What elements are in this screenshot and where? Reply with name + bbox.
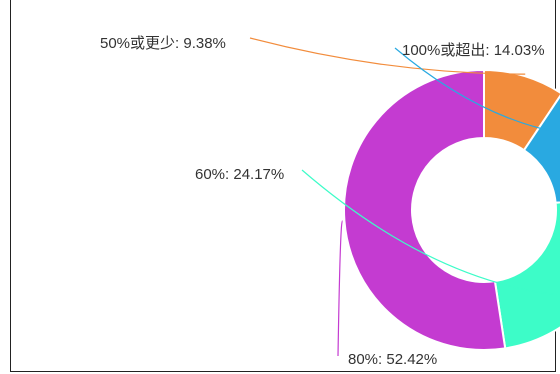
leader-line-3 [337,220,344,357]
slice-3 [343,68,507,351]
leader-line-0 [249,37,526,75]
data-label-50-or-less: 50%或更少: 9.38% [100,35,226,52]
leader-line-1 [394,47,560,134]
slice-0 [483,68,560,152]
slices-group [343,68,560,351]
leader-line-2 [301,169,560,296]
leader-lines-group [249,37,560,357]
data-label-60: 60%: 24.17% [195,166,284,183]
data-label-80: 80%: 52.42% [348,351,437,368]
data-label-100-or-more: 100%或超出: 14.03% [402,42,545,59]
slice-2 [493,201,560,350]
slice-1 [522,94,560,204]
